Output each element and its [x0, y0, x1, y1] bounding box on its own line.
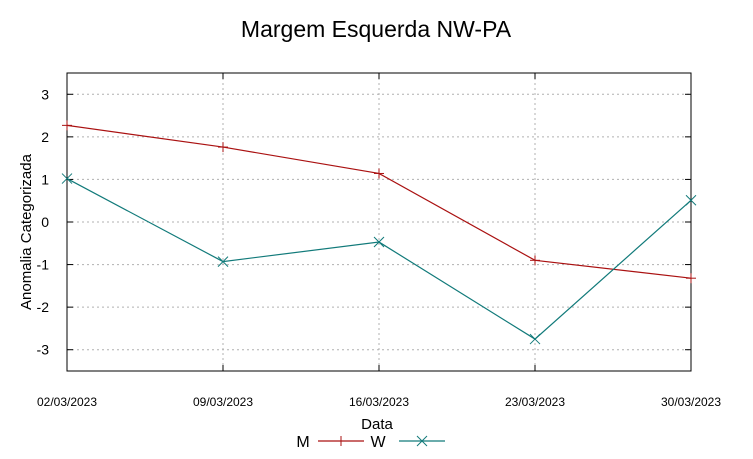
data-point-w: [61, 173, 73, 184]
legend-label-w: W: [370, 434, 386, 451]
marker-stroke: [373, 236, 385, 248]
marker-stroke: [529, 333, 541, 345]
data-point-m: [530, 255, 540, 266]
x-axis-label: Data: [361, 416, 393, 433]
marker-stroke: [217, 256, 229, 267]
marker-stroke: [685, 194, 697, 206]
data-point-m: [374, 168, 384, 179]
y-tick-label: 1: [41, 171, 49, 187]
data-point-m: [62, 120, 72, 131]
y-tick-label: 2: [41, 129, 49, 145]
series-layer: [61, 120, 697, 345]
x-tick-label: 09/03/2023: [193, 395, 253, 409]
marker-stroke: [61, 173, 73, 184]
data-point-w: [217, 256, 229, 267]
x-tick-label: 23/03/2023: [505, 395, 565, 409]
y-tick-label: 0: [41, 214, 49, 230]
x-tick-label: 02/03/2023: [37, 395, 97, 409]
grid: [67, 73, 691, 371]
legend-label-m: M: [296, 434, 309, 451]
data-point-w: [685, 194, 697, 206]
y-tick-label: -2: [37, 299, 50, 315]
y-axis-label: Anomalia Categorizada: [18, 153, 35, 310]
data-point-w: [529, 333, 541, 345]
data-point-w: [373, 236, 385, 248]
marker-stroke: [416, 435, 428, 447]
x-tick-label: 30/03/2023: [661, 395, 721, 409]
legend-marker-m: [336, 436, 346, 446]
legend-marker-w: [416, 435, 428, 447]
y-tick-label: 3: [41, 86, 49, 102]
chart-title: Margem Esquerda NW-PA: [241, 16, 512, 42]
y-tick-label: -3: [37, 342, 50, 358]
y-axis-ticks: 3 2 1 0 -1 -2 -3: [37, 86, 691, 358]
x-tick-label: 16/03/2023: [349, 395, 409, 409]
data-point-m: [218, 142, 228, 153]
data-point-m: [686, 273, 696, 284]
x-axis-ticks: 02/03/2023 09/03/2023 16/03/2023 23/03/2023…: [37, 73, 721, 409]
y-tick-label: -1: [37, 257, 50, 273]
